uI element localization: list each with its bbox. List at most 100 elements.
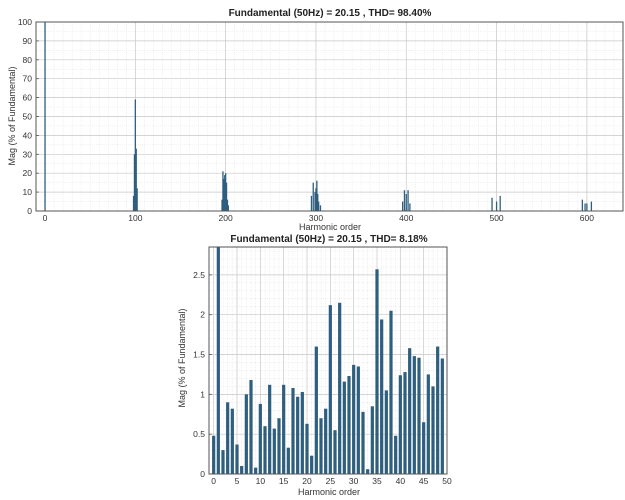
bar [436,346,440,474]
x-tick-label: 30 [349,476,359,486]
bar [352,364,356,474]
x-tick-label: 100 [128,213,142,223]
bar [319,418,323,474]
y-tick-label: 50 [23,112,33,122]
bar [227,205,230,211]
y-tick-label: 0.5 [193,429,205,439]
x-tick-label: 10 [256,476,266,486]
x-tick-label: 0 [211,476,216,486]
bar [394,435,398,474]
bar [223,178,225,211]
bar [398,375,402,474]
bar [405,193,407,211]
y-tick-label: 2.5 [193,270,205,280]
x-tick-label: 25 [326,476,336,486]
bar [318,201,320,211]
y-tick-label: 0 [27,206,32,216]
bar [338,302,342,474]
bar [491,197,493,211]
x-tick-label: 400 [399,213,413,223]
bar [221,450,225,474]
bar [254,467,258,474]
y-tick-label: 70 [23,74,33,84]
bar [584,203,586,211]
x-tick-labels: 0 5 10 15 20 25 30 35 40 45 50 [211,471,452,486]
bar [235,444,239,474]
bar [356,366,360,474]
y-tick-label: 30 [23,149,33,159]
bar [133,154,136,211]
bar [407,190,409,211]
y-axis-label: Mag (% of Fundamental) [177,308,187,407]
x-tick-label: 15 [279,476,289,486]
y-axis-label: Mag (% of Fundamental) [7,66,17,165]
bar [132,195,135,211]
bar [328,305,332,474]
bar [499,195,501,211]
bar [272,428,276,474]
x-tick-label: 300 [309,213,323,223]
bar [135,148,137,211]
bar [291,387,295,474]
bar [408,348,412,474]
bars [212,247,444,474]
bar [305,423,309,474]
y-tick-label: 60 [23,93,33,103]
bar [240,466,244,474]
bar [314,346,318,474]
x-tick-label: 500 [489,213,503,223]
x-axis-label: Harmonic order [299,222,361,232]
bar [401,201,404,211]
x-tick-label: 35 [372,476,382,486]
bar [586,203,588,211]
bar [370,406,374,474]
bar [44,22,46,211]
grid [208,247,448,475]
x-tick-labels: 0 100 200 300 400 500 600 [43,208,594,223]
bar [431,386,435,474]
spectrum-chart-zoom: Fundamental (50Hz) = 20.15 , THD= 8.18% … [177,234,452,497]
bar [286,447,290,474]
bar [221,199,223,211]
bar [333,430,337,474]
bar [224,173,227,211]
bar [312,182,314,211]
x-tick-label: 40 [396,476,406,486]
bar [324,408,328,474]
bar [314,192,316,211]
y-tick-label: 80 [23,55,33,65]
bar [244,394,248,474]
y-tick-labels: 0 0.5 1 1.5 2 2.5 [193,270,212,479]
bar [403,190,406,211]
bar [422,422,426,474]
bar [268,384,272,474]
bar [226,199,229,211]
bar [315,188,317,211]
plot-background [209,247,447,474]
bar [317,193,319,211]
x-tick-label: 0 [43,213,48,223]
bar [263,426,267,474]
x-tick-label: 45 [419,476,429,486]
bar [590,201,593,211]
bar [417,357,421,474]
bar [347,376,351,474]
chart-title: Fundamental (50Hz) = 20.15 , THD= 8.18% [230,234,427,245]
bar [216,247,220,474]
bar [581,199,584,211]
y-tick-label: 1 [200,389,205,399]
y-tick-label: 100 [18,17,32,27]
bar [361,411,365,474]
bar [366,469,370,474]
y-tick-label: 2 [200,310,205,320]
bar [230,408,234,474]
bar [226,402,230,474]
bar [384,390,388,474]
bar [375,269,379,474]
bar [310,455,314,474]
y-tick-label: 90 [23,36,33,46]
bar [389,310,393,474]
bar [136,188,138,211]
bar [319,205,322,211]
